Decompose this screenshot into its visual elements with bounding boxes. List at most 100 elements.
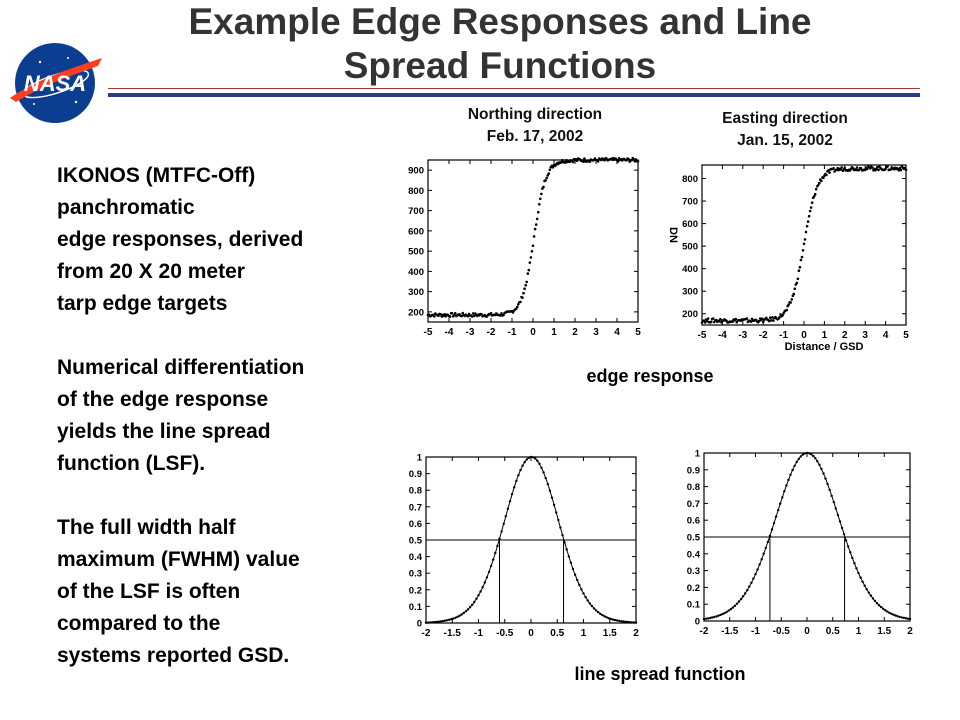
- x-tick-label: 0: [530, 327, 536, 338]
- y-tick-label: 800: [408, 186, 424, 197]
- data-point: [544, 179, 547, 182]
- x-tick-label: 3: [593, 327, 599, 338]
- logo-vector: [10, 58, 102, 102]
- data-point: [583, 157, 586, 160]
- data-point: [471, 312, 475, 315]
- x-tick-label: 3: [862, 330, 868, 341]
- data-point: [871, 166, 874, 169]
- data-point: [898, 166, 902, 170]
- x-tick-label: 5: [635, 327, 641, 338]
- data-point: [537, 210, 540, 214]
- y-tick-label: 800: [682, 174, 698, 185]
- y-tick-label: 0: [695, 617, 700, 628]
- data-point: [768, 319, 771, 323]
- data-point: [718, 320, 721, 323]
- data-point: [472, 314, 476, 318]
- data-point: [731, 320, 734, 323]
- data-point: [757, 319, 761, 323]
- data-point: [797, 269, 801, 272]
- data-point: [814, 187, 818, 191]
- data-point: [798, 265, 802, 269]
- data-point: [522, 291, 525, 295]
- x-tick-label: 0.5: [826, 626, 840, 637]
- data-point: [805, 224, 809, 228]
- x-tick-label: -1.5: [721, 626, 739, 637]
- x-tick-label: 2: [572, 327, 578, 338]
- x-tick-label: -2: [759, 330, 768, 341]
- data-point: [810, 201, 814, 204]
- paragraph-fwhm: The full width half maximum (FWHM) value…: [57, 516, 300, 667]
- data-point: [855, 166, 859, 169]
- data-point: [897, 169, 901, 172]
- y-tick-label: 0.4: [409, 552, 423, 563]
- title-line-1: Example Edge Responses and Line: [188, 1, 812, 42]
- edge-response-caption: edge response: [586, 366, 714, 386]
- data-point: [530, 250, 534, 253]
- data-point: [809, 206, 813, 209]
- data-point: [538, 203, 541, 206]
- data-point: [782, 312, 785, 315]
- data-point: [519, 300, 522, 304]
- y-tick-label: 0.2: [409, 585, 422, 596]
- lsf-curve: [425, 456, 636, 624]
- data-point: [800, 255, 804, 259]
- lsf-curve: [703, 452, 911, 620]
- lsf-caption: line spread function: [574, 664, 746, 684]
- data-point: [760, 317, 764, 320]
- data-point: [460, 314, 463, 318]
- data-point: [560, 160, 563, 164]
- data-point: [502, 313, 505, 317]
- data-point: [450, 311, 454, 315]
- x-tick-label: -1: [474, 628, 483, 639]
- data-point: [433, 315, 436, 318]
- data-point: [787, 303, 790, 306]
- data-point: [551, 166, 555, 169]
- y-tick-label: 0.2: [687, 583, 700, 594]
- data-point: [828, 171, 831, 174]
- data-point: [633, 160, 637, 163]
- x-tick-label: 1: [822, 330, 828, 341]
- data-point: [772, 319, 775, 322]
- x-axis-label: Distance / GSD: [785, 341, 864, 353]
- y-tick-label: 500: [408, 247, 424, 258]
- data-point: [820, 179, 823, 183]
- x-tick-label: -5: [698, 330, 707, 341]
- edge-response-northing-chart: -5 -4 -3 -2 -1 0 1 2 3 4 5 200 300 400 500 600 700 800 900: [408, 156, 641, 338]
- data-point: [793, 287, 797, 291]
- x-tick-label: -4: [445, 327, 454, 338]
- y-tick-label: 400: [408, 267, 424, 278]
- x-tick-label: 1.5: [603, 628, 617, 639]
- data-point: [804, 230, 808, 234]
- data-point: [514, 307, 518, 311]
- data-point: [886, 165, 889, 168]
- lsf-northing-chart: -2 -1.5 -1 -0.5 0 0.5 1 1.5 2 0 0.1 0.2 0.3 0.4 0.5 0.6…: [409, 453, 639, 640]
- data-point: [596, 160, 600, 163]
- y-axis-label: DN: [667, 227, 679, 243]
- data-point: [561, 158, 564, 162]
- data-point: [806, 220, 810, 223]
- paragraph-differentiation: Numerical differentiation of the edge re…: [57, 356, 305, 475]
- y-tick-label: 0.3: [687, 566, 700, 577]
- data-point: [863, 168, 867, 172]
- x-tick-label: -1: [779, 330, 788, 341]
- x-tick-label: -0.5: [496, 628, 514, 639]
- easting-direction-text: Easting direction: [722, 110, 848, 127]
- data-point: [461, 311, 464, 315]
- x-tick-label: 1: [856, 626, 862, 637]
- nasa-logo: NASA: [10, 43, 102, 123]
- data-point: [839, 168, 842, 171]
- data-point: [489, 311, 493, 315]
- data-point: [832, 167, 835, 170]
- data-point: [865, 167, 869, 171]
- x-tick-label: -5: [424, 327, 433, 338]
- logo-text: NASA: [24, 71, 86, 96]
- data-point: [539, 197, 542, 201]
- data-point: [812, 195, 816, 198]
- data-point: [789, 301, 792, 304]
- data-point: [705, 319, 709, 323]
- data-point: [770, 319, 773, 322]
- data-point: [818, 181, 821, 185]
- data-point: [795, 281, 799, 285]
- y-tick-label: 0.6: [409, 519, 422, 530]
- data-point: [470, 315, 474, 318]
